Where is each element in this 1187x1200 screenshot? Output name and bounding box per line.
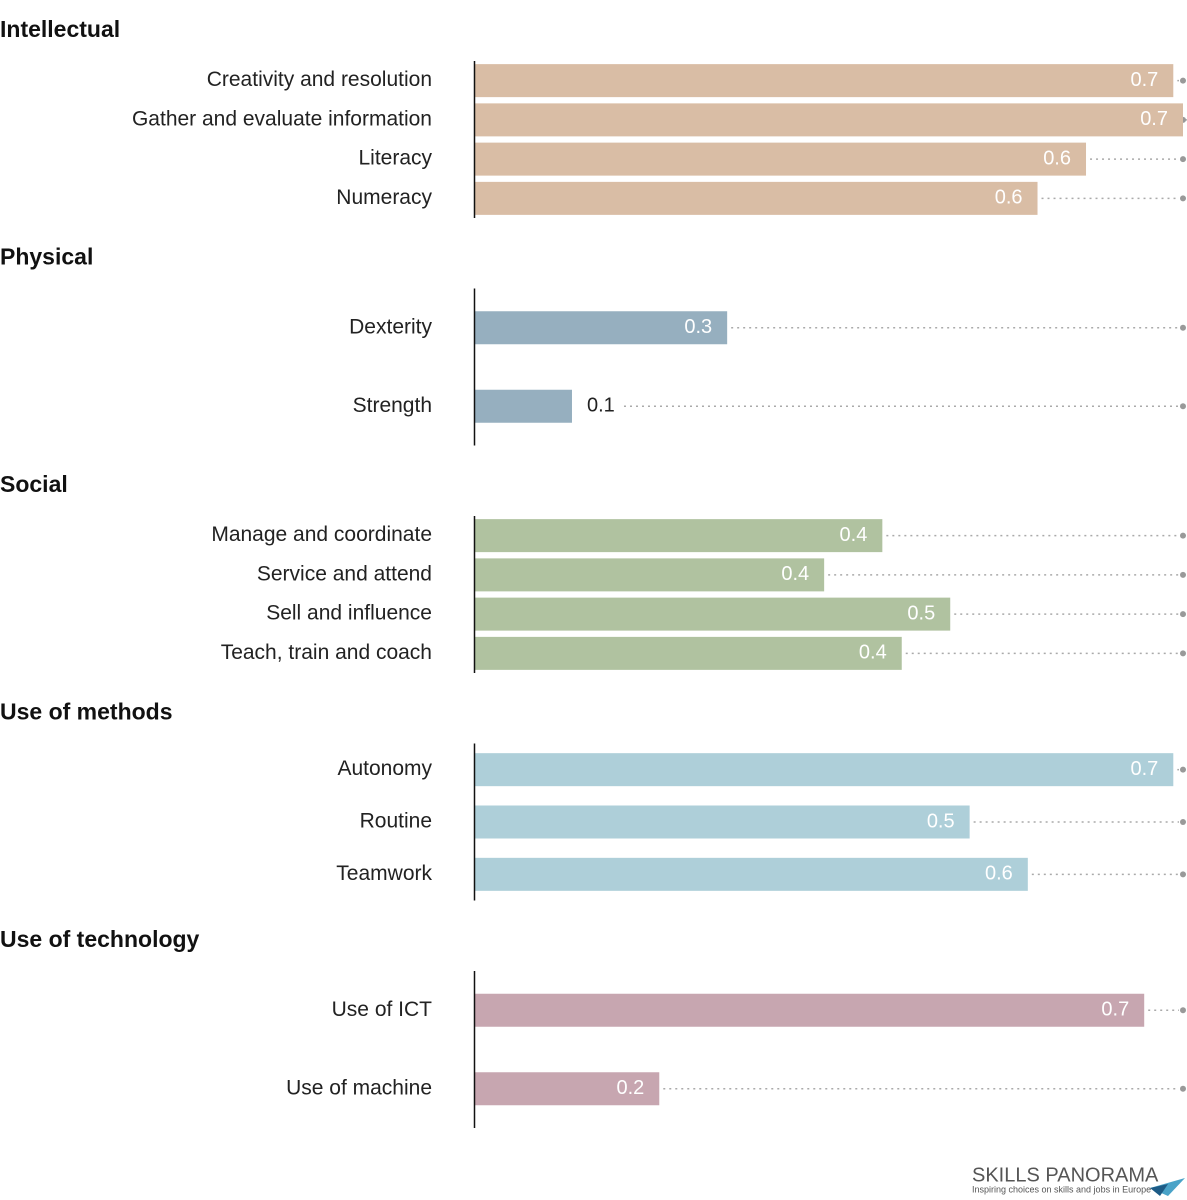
bar [475,636,902,670]
logo-icon [1150,1184,1168,1196]
group-title: Use of technology [0,926,200,952]
category-label: Teach, train and coach [221,641,432,664]
value-label: 0.1 [587,395,615,417]
category-label: Dexterity [349,315,432,338]
group-title: Social [0,471,68,497]
value-label: 0.6 [1043,147,1071,169]
bar [475,597,951,631]
value-label: 0.4 [859,642,887,664]
guide-dot [1180,195,1186,202]
value-label: 0.7 [1140,108,1168,130]
value-label: 0.3 [684,316,712,338]
group-title: Intellectual [0,16,120,42]
bar [475,857,1028,891]
category-label: Service and attend [257,562,432,585]
bar [475,805,970,839]
value-label: 0.2 [616,1077,644,1099]
guide-dot [1180,819,1186,825]
category-label: Teamwork [336,862,432,885]
category-label: Use of ICT [332,998,433,1021]
guide-dot [1180,532,1186,539]
category-label: Manage and coordinate [211,523,432,546]
group-title: Physical [0,244,93,270]
value-label: 0.7 [1130,69,1158,91]
value-label: 0.5 [927,810,955,832]
guide-dot [1180,403,1186,410]
guide-dot [1180,324,1186,331]
bar [475,1072,660,1106]
value-label: 0.6 [995,187,1023,209]
value-label: 0.5 [907,602,935,624]
bar [475,311,728,345]
category-label: Sell and influence [266,602,432,625]
guide-dot [1180,650,1186,657]
bar [475,142,1087,176]
guide-dot [1180,766,1186,773]
bar [475,389,572,423]
group-title: Use of methods [0,699,173,725]
category-label: Literacy [358,147,432,170]
bar [475,993,1145,1027]
guide-dot [1180,611,1186,618]
bar [475,103,1183,137]
guide-dot [1180,571,1186,578]
value-label: 0.4 [781,563,809,585]
bar [475,181,1038,215]
category-label: Strength [353,394,432,417]
category-label: Autonomy [337,757,432,780]
brand: SKILLS PANORAMA [972,1164,1159,1186]
bar [475,558,825,592]
guide-dot [1180,871,1186,878]
tagline: Inspiring choices on skills and jobs in … [972,1184,1151,1194]
category-label: Gather and evaluate information [132,107,432,130]
value-label: 0.6 [985,863,1013,885]
category-label: Routine [360,810,432,833]
category-label: Numeracy [336,186,432,209]
guide-dot [1180,156,1186,163]
category-label: Creativity and resolution [207,68,432,91]
value-label: 0.7 [1101,999,1129,1021]
guide-dot [1180,1085,1186,1092]
guide-dot [1180,77,1186,84]
guide-dot [1180,1007,1186,1014]
bar [475,519,883,553]
category-label: Use of machine [286,1076,432,1099]
bar [475,753,1174,787]
value-label: 0.7 [1130,758,1158,780]
value-label: 0.4 [840,524,868,546]
bar [475,64,1174,98]
